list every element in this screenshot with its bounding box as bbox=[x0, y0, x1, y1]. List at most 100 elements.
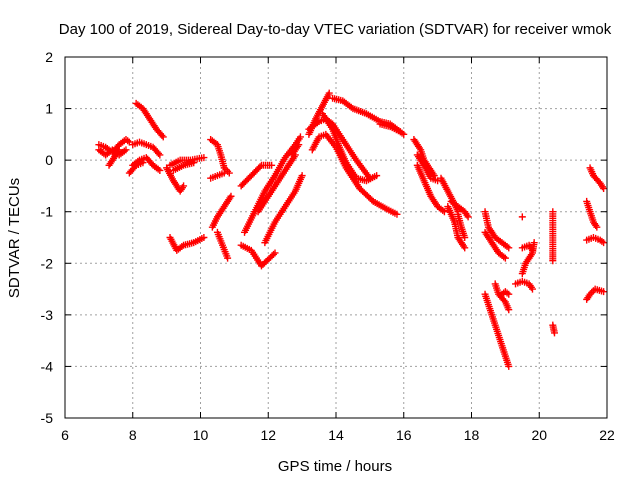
data-point bbox=[501, 288, 511, 297]
data-point bbox=[149, 161, 162, 173]
data-point bbox=[254, 194, 271, 216]
data-point bbox=[498, 342, 512, 368]
data-point bbox=[586, 164, 597, 178]
data-point bbox=[495, 249, 508, 261]
data-point bbox=[589, 234, 602, 243]
x-tick-label: 8 bbox=[129, 427, 137, 443]
data-point bbox=[220, 194, 234, 211]
data-point bbox=[146, 115, 159, 131]
data-point bbox=[281, 143, 298, 162]
y-tick-label: -4 bbox=[41, 358, 54, 374]
data-point bbox=[447, 197, 460, 209]
data-point bbox=[522, 251, 535, 267]
data-point bbox=[207, 172, 219, 182]
data-point bbox=[505, 290, 513, 298]
data-point bbox=[285, 153, 298, 169]
data-point bbox=[356, 185, 376, 204]
data-point bbox=[318, 91, 332, 110]
plot-frame bbox=[64, 56, 608, 419]
x-tick-label: 22 bbox=[599, 427, 615, 443]
data-point bbox=[291, 174, 305, 195]
data-point bbox=[268, 161, 276, 169]
data-point bbox=[219, 241, 231, 260]
data-point bbox=[549, 257, 557, 265]
data-point bbox=[589, 172, 603, 186]
data-point bbox=[505, 244, 513, 252]
data-point bbox=[583, 292, 593, 303]
data-point bbox=[339, 136, 359, 162]
data-point bbox=[105, 158, 115, 169]
data-point bbox=[322, 130, 339, 149]
data-point bbox=[342, 164, 362, 191]
x-tick-label: 14 bbox=[328, 427, 344, 443]
data-point bbox=[305, 119, 321, 133]
y-tick-label: 1 bbox=[45, 101, 53, 117]
data-point bbox=[528, 285, 536, 293]
x-tick-label: 16 bbox=[396, 427, 412, 443]
data-point bbox=[190, 159, 198, 167]
data-point bbox=[501, 298, 512, 312]
data-point bbox=[142, 154, 156, 168]
data-point bbox=[464, 213, 472, 221]
data-point bbox=[247, 163, 264, 180]
data-point bbox=[461, 244, 469, 252]
data-point bbox=[261, 220, 278, 247]
data-point bbox=[434, 203, 447, 214]
data-point bbox=[156, 166, 164, 174]
data-point bbox=[440, 208, 448, 216]
data-point bbox=[325, 89, 333, 97]
data-point bbox=[396, 128, 404, 136]
data-point bbox=[427, 166, 437, 178]
x-tick-label: 18 bbox=[464, 427, 480, 443]
y-tick-label: -2 bbox=[41, 255, 54, 271]
data-point bbox=[308, 135, 322, 154]
data-point bbox=[208, 215, 220, 231]
data-point bbox=[176, 184, 186, 195]
data-point bbox=[550, 329, 558, 337]
grid bbox=[65, 57, 607, 418]
data-point bbox=[484, 301, 499, 327]
data-point bbox=[505, 362, 513, 370]
data-point bbox=[600, 185, 608, 193]
y-axis-label: SDTVAR / TECUs bbox=[6, 178, 23, 298]
data-point bbox=[589, 218, 600, 229]
x-tick-label: 20 bbox=[531, 427, 547, 443]
data-point bbox=[383, 205, 399, 217]
data-point bbox=[454, 203, 467, 214]
data-point bbox=[505, 306, 513, 314]
data-point bbox=[596, 236, 606, 245]
data-point bbox=[481, 228, 495, 245]
data-point bbox=[261, 174, 278, 195]
data-point bbox=[329, 125, 343, 149]
data-point bbox=[274, 163, 291, 185]
data-point bbox=[454, 234, 468, 250]
data-point bbox=[213, 228, 226, 247]
data-point bbox=[420, 161, 434, 180]
data-point bbox=[159, 133, 167, 141]
data-point bbox=[549, 223, 557, 255]
data-point bbox=[315, 131, 328, 141]
data-point bbox=[461, 208, 471, 219]
data-point bbox=[444, 203, 458, 224]
data-marks bbox=[95, 89, 608, 370]
data-point bbox=[386, 123, 402, 135]
data-point bbox=[593, 223, 601, 231]
data-point bbox=[237, 241, 253, 253]
data-point bbox=[600, 288, 608, 296]
data-point bbox=[152, 125, 166, 139]
data-point bbox=[600, 239, 608, 247]
data-point bbox=[518, 277, 531, 287]
data-point bbox=[108, 153, 119, 164]
data-point bbox=[180, 182, 188, 190]
data-point bbox=[586, 287, 597, 298]
data-point bbox=[169, 162, 186, 174]
data-point bbox=[335, 143, 349, 165]
data-point bbox=[349, 105, 369, 117]
data-point bbox=[173, 243, 186, 254]
data-point bbox=[271, 204, 288, 226]
data-point bbox=[484, 223, 498, 240]
x-tick-label: 6 bbox=[61, 427, 69, 443]
data-point bbox=[122, 136, 132, 145]
